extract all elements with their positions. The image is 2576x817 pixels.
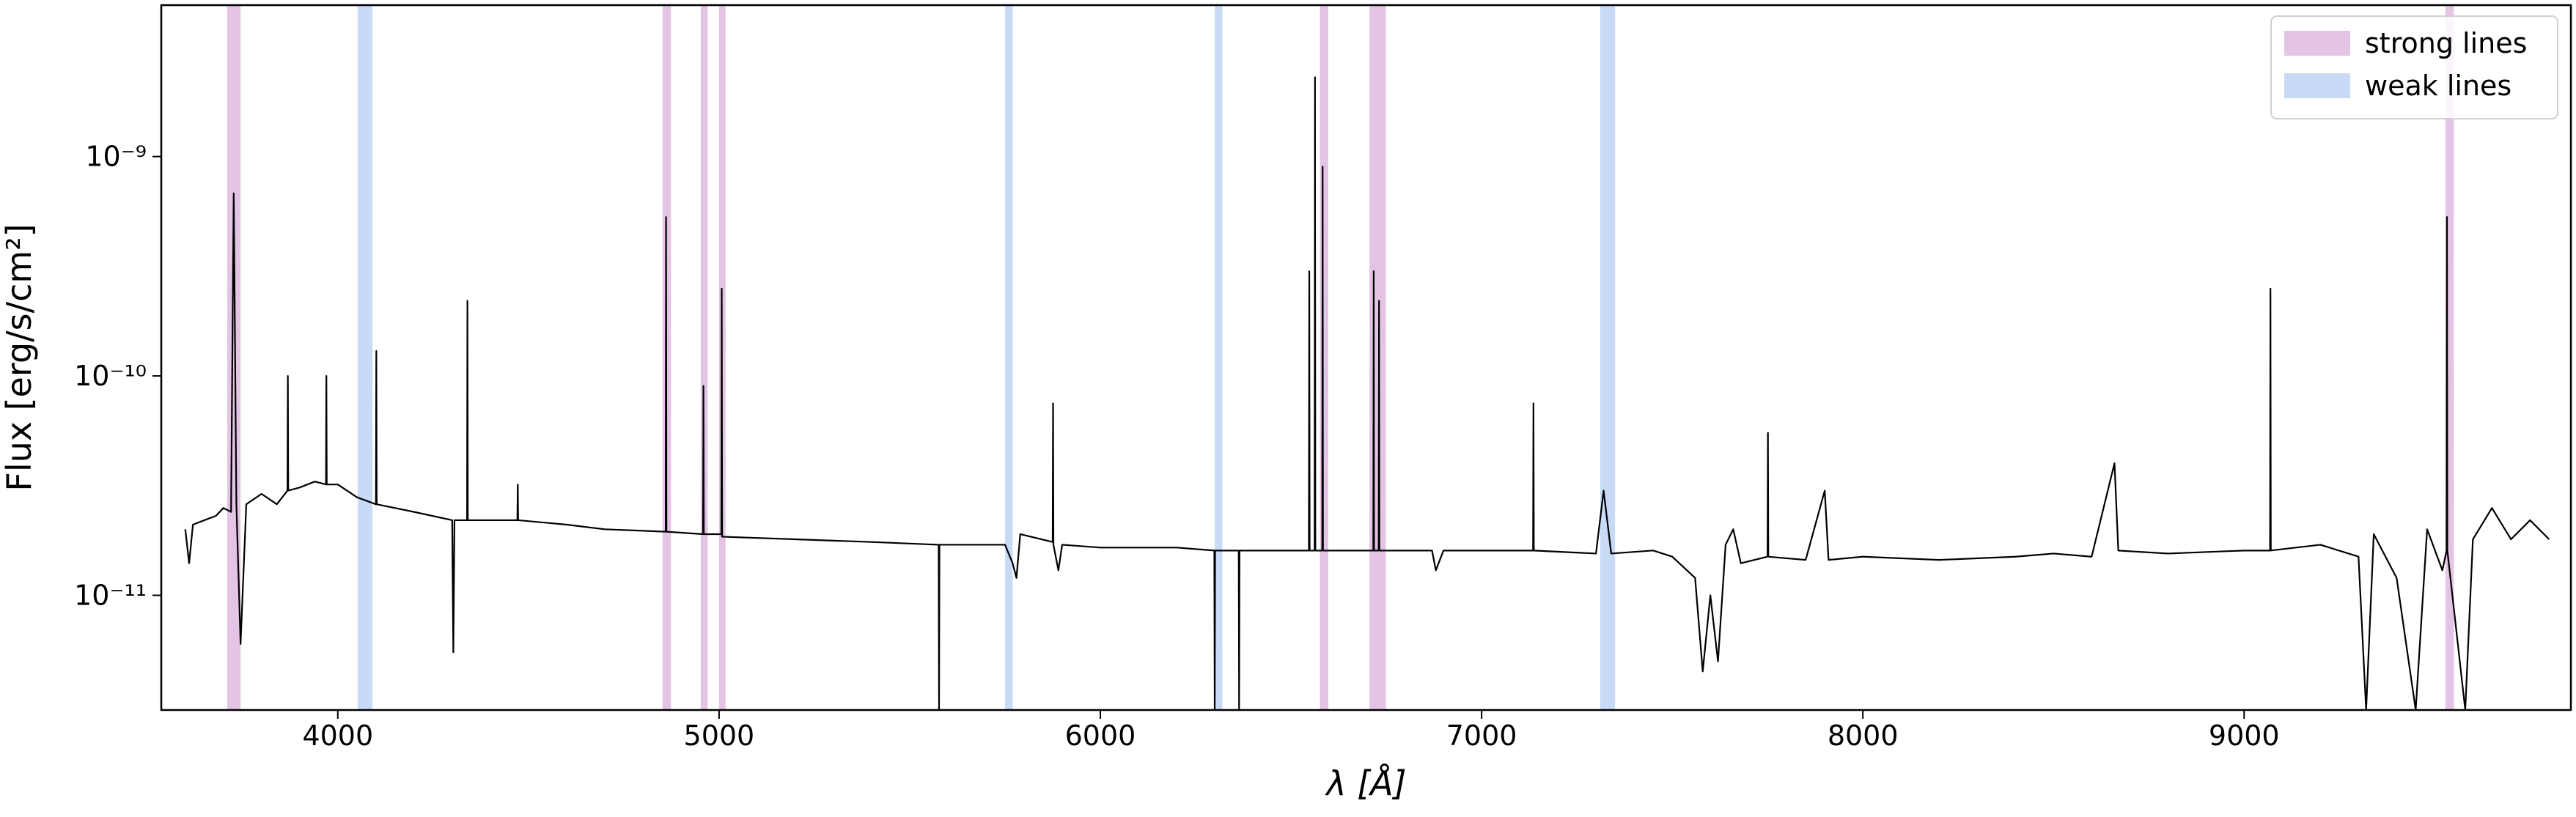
plot-frame: [160, 4, 2572, 711]
x-axis-label: λ [Å]: [1324, 764, 1406, 803]
legend-swatch: [2284, 73, 2350, 98]
y-tick-label: 10⁻¹⁰: [74, 360, 147, 392]
line-band: [1320, 5, 1329, 710]
x-tick-label: 7000: [1446, 720, 1517, 752]
x-tick-label: 4000: [302, 720, 373, 752]
line-band: [1004, 5, 1013, 710]
line-band: [1369, 5, 1386, 710]
line-band: [1600, 5, 1616, 710]
line-band: [357, 5, 373, 710]
line-band: [2445, 5, 2454, 710]
band-layer: [227, 5, 2454, 710]
line-band: [1215, 5, 1223, 710]
y-axis-label: Flux [erg/s/cm²]: [0, 223, 39, 491]
x-tick-label: 6000: [1065, 720, 1136, 752]
y-tick-label: 10⁻⁹: [85, 141, 147, 173]
x-tick-label: 9000: [2209, 720, 2280, 752]
y-tick-label: 10⁻¹¹: [74, 579, 147, 611]
line-layer: [184, 76, 2550, 710]
x-tick-label: 8000: [1828, 720, 1899, 752]
legend-label: weak lines: [2365, 70, 2511, 102]
legend-swatch: [2284, 31, 2350, 56]
legend-label: strong lines: [2365, 27, 2527, 59]
line-band: [227, 5, 241, 710]
x-tick-label: 5000: [684, 720, 755, 752]
legend: strong lines weak lines: [2270, 15, 2558, 119]
line-band: [700, 5, 708, 710]
spectrum-line: [184, 76, 2550, 710]
